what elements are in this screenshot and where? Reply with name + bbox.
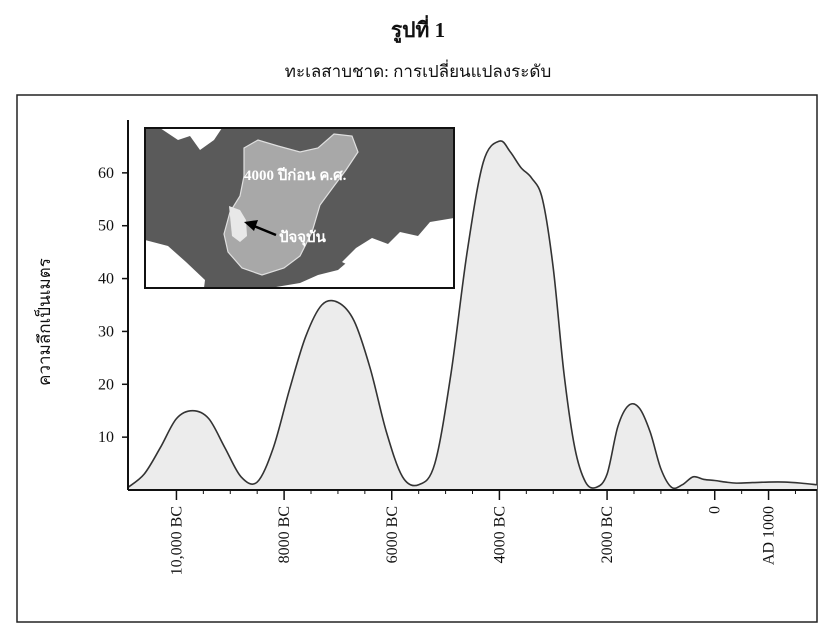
inset-map: 4000 ปีก่อน ค.ศ. ปัจจุบัน [144,127,455,289]
inset-border [144,127,455,289]
chart-subtitle: ทะเลสาบชาด: การเปลี่ยนแปลงระดับ [284,62,552,81]
x-tick-label: 8000 BC [276,506,293,563]
inset-white-patch-top [160,128,222,150]
y-tick-label: 40 [98,271,114,288]
y-ticks: 10 20 30 40 50 60 [98,165,128,446]
x-tick-label: 10,000 BC [168,506,185,575]
inset-white-patch-right [342,218,454,270]
inset-label-4000bc: 4000 ปีก่อน ค.ศ. [244,167,347,184]
x-tick-label: 6000 BC [384,506,401,563]
x-tick-label: AD 1000 [761,506,778,565]
plot-area [127,140,818,490]
inset-arrow-line [253,224,277,237]
y-tick-label: 60 [98,165,114,182]
inset-arrow-head [244,220,258,231]
inset-present-lake [229,206,247,242]
x-tick-label: 2000 BC [599,506,616,563]
y-tick-label: 20 [98,376,114,393]
series-area-0 [128,140,817,490]
inset-ancient-lake [223,133,359,276]
inset-label-present: ปัจจุบัน [279,229,327,247]
y-tick-label: 50 [98,218,114,235]
y-tick-label: 10 [98,429,114,446]
y-axis-title: ความลึกเป็นเมตร [33,258,54,386]
chart-title: รูปที่ 1 [390,18,446,42]
inset-white-patch-left [145,240,205,288]
x-tick-label: 0 [707,506,724,514]
chart-frame [16,94,818,623]
x-tick-label: 4000 BC [491,506,508,563]
x-ticks: 10,000 BC 8000 BC 6000 BC 4000 BC 2000 BC 0 AD… [168,490,796,575]
series-line-0 [127,140,818,490]
y-tick-label: 30 [98,323,114,340]
